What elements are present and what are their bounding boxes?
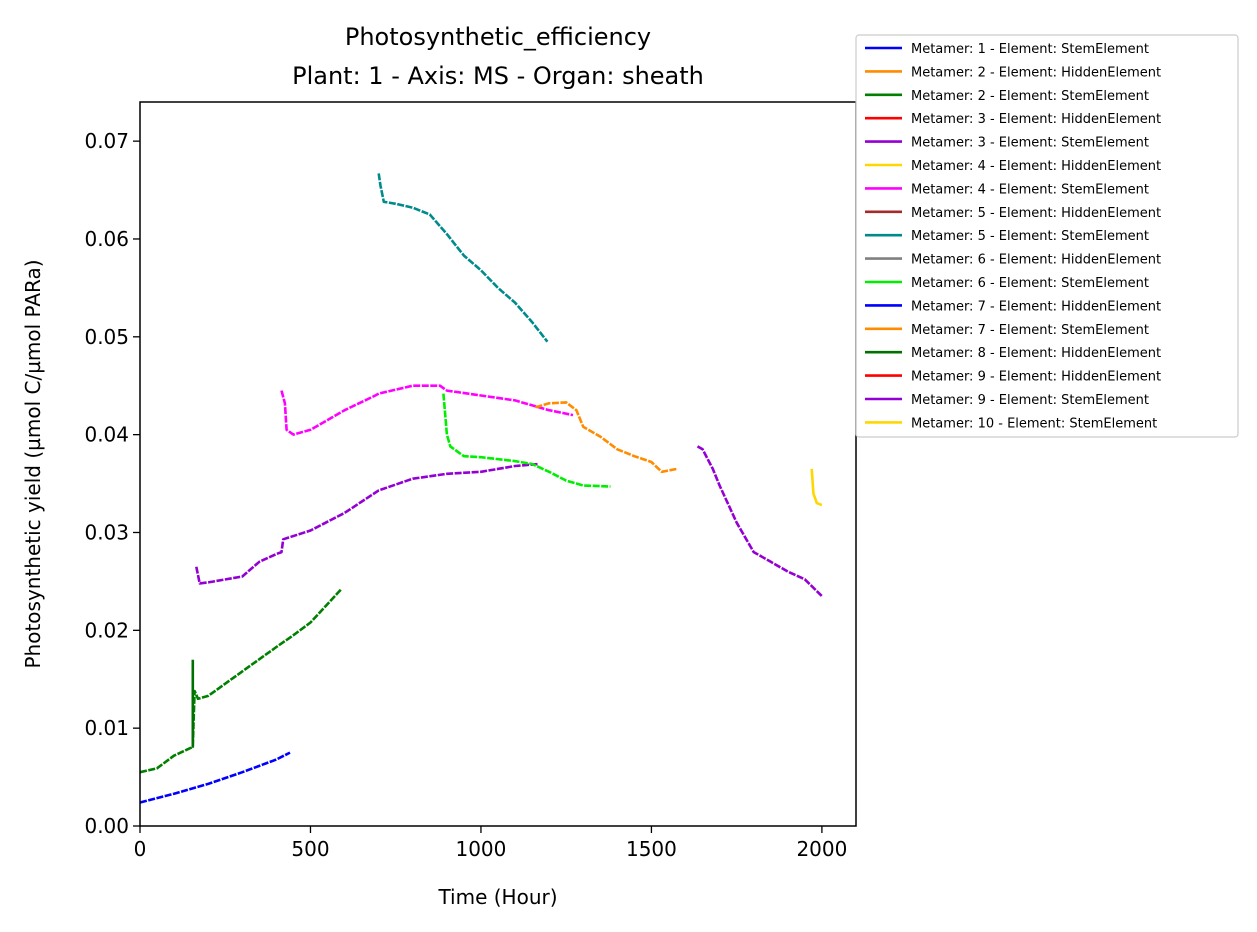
legend-label: Metamer: 5 - Element: StemElement	[911, 229, 1149, 244]
legend-box	[855, 34, 1239, 438]
series-line-17	[810, 468, 823, 507]
legend: Metamer: 1 - Element: StemElement Metamer…	[855, 34, 1239, 438]
x-tick-label: 2000	[796, 837, 847, 861]
legend-label: Metamer: 3 - Element: StemElement	[911, 136, 1149, 151]
x-tick-label: 0	[134, 837, 147, 861]
legend-label: Metamer: 4 - Element: StemElement	[911, 182, 1149, 197]
legend-label: Metamer: 4 - Element: HiddenElement	[911, 159, 1161, 174]
series-line-7	[280, 384, 574, 436]
legend-label: Metamer: 3 - Element: HiddenElement	[911, 112, 1161, 127]
y-tick-label: 0.07	[84, 129, 129, 153]
chart-subtitle: Plant: 1 - Axis: MS - Organ: sheath	[292, 62, 704, 90]
y-tick-label: 0.04	[84, 423, 129, 447]
legend-label: Metamer: 6 - Element: StemElement	[911, 276, 1149, 291]
y-tick-label: 0.01	[84, 716, 129, 740]
x-axis-label: Time (Hour)	[437, 885, 557, 909]
x-tick-label: 500	[291, 837, 329, 861]
legend-label: Metamer: 10 - Element: StemElement	[911, 416, 1157, 431]
series-line-16	[696, 445, 823, 598]
x-tick-label: 1000	[455, 837, 506, 861]
series-line-11	[442, 393, 611, 488]
series-line-1	[139, 751, 291, 804]
legend-label: Metamer: 9 - Element: StemElement	[911, 393, 1149, 408]
legend-label: Metamer: 6 - Element: HiddenElement	[911, 253, 1161, 268]
axis-ticks: 0 500 1000 1500 2000 0.00 0.01 0.02 0.03 0.04 0.05…	[84, 129, 847, 861]
legend-label: Metamer: 1 - Element: StemElement	[911, 42, 1149, 57]
legend-label: Metamer: 5 - Element: HiddenElement	[911, 206, 1161, 221]
y-tick-label: 0.00	[84, 814, 129, 838]
series-layer	[139, 173, 823, 804]
y-tick-label: 0.02	[84, 618, 129, 642]
plot-frame	[139, 101, 857, 827]
legend-label: Metamer: 8 - Element: HiddenElement	[911, 346, 1161, 361]
y-axis-label: Photosynthetic yield (µmol C/µmol PARa)	[21, 259, 45, 668]
legend-label: Metamer: 7 - Element: StemElement	[911, 323, 1149, 338]
legend-label: Metamer: 9 - Element: HiddenElement	[911, 370, 1161, 385]
legend-label: Metamer: 2 - Element: StemElement	[911, 89, 1149, 104]
x-tick-label: 1500	[626, 837, 677, 861]
y-tick-label: 0.05	[84, 325, 129, 349]
legend-label: Metamer: 7 - Element: HiddenElement	[911, 299, 1161, 314]
legend-label: Metamer: 2 - Element: HiddenElement	[911, 65, 1161, 80]
series-line-5	[195, 462, 540, 585]
series-line-3	[139, 588, 343, 774]
series-line-13	[535, 401, 678, 474]
y-tick-label: 0.03	[84, 520, 129, 544]
y-tick-label: 0.06	[84, 227, 129, 251]
series-line-9	[377, 173, 549, 343]
chart-title: Photosynthetic_efficiency	[345, 23, 651, 51]
